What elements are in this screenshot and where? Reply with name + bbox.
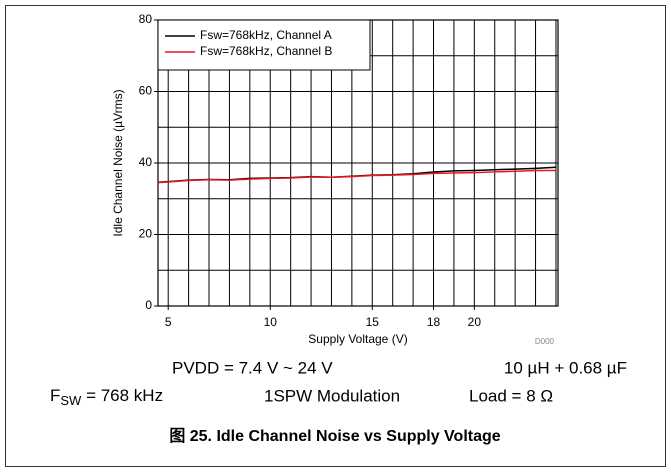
note: F (50, 386, 60, 405)
y-tick-label: 60 (139, 84, 153, 98)
frame (5, 5, 666, 467)
y-tick-label: 80 (139, 12, 153, 26)
legend (157, 19, 371, 71)
note: PVDD = 7.4 V ~ 24 V (172, 358, 333, 377)
figure-code: D000 (535, 337, 555, 346)
note: = 768 kHz (81, 386, 163, 405)
legend-label: Fsw=768kHz, Channel A (200, 28, 332, 42)
x-tick-label: 15 (366, 315, 380, 329)
y-axis-label: Idle Channel Noise (µVrms) (111, 89, 125, 236)
note: SW (60, 393, 82, 408)
x-tick-label: 18 (427, 315, 441, 329)
x-tick-label: 5 (165, 315, 172, 329)
data-line (157, 169, 556, 184)
x-tick-label: 20 (468, 315, 482, 329)
note: FSW = 768 kHz (50, 386, 163, 408)
x-tick-label: 10 (264, 315, 278, 329)
note: 1SPW Modulation (264, 386, 400, 405)
y-tick-label: 20 (139, 227, 153, 241)
legend-label: Fsw=768kHz, Channel B (200, 44, 332, 58)
caption: 图 25. Idle Channel Noise vs Supply Volta… (169, 427, 500, 445)
note: 10 µH + 0.68 µF (504, 358, 627, 377)
note: Load = 8 Ω (469, 386, 553, 405)
x-axis-label: Supply Voltage (V) (308, 332, 407, 346)
y-tick-label: 0 (145, 298, 152, 312)
y-tick-label: 40 (139, 155, 153, 169)
